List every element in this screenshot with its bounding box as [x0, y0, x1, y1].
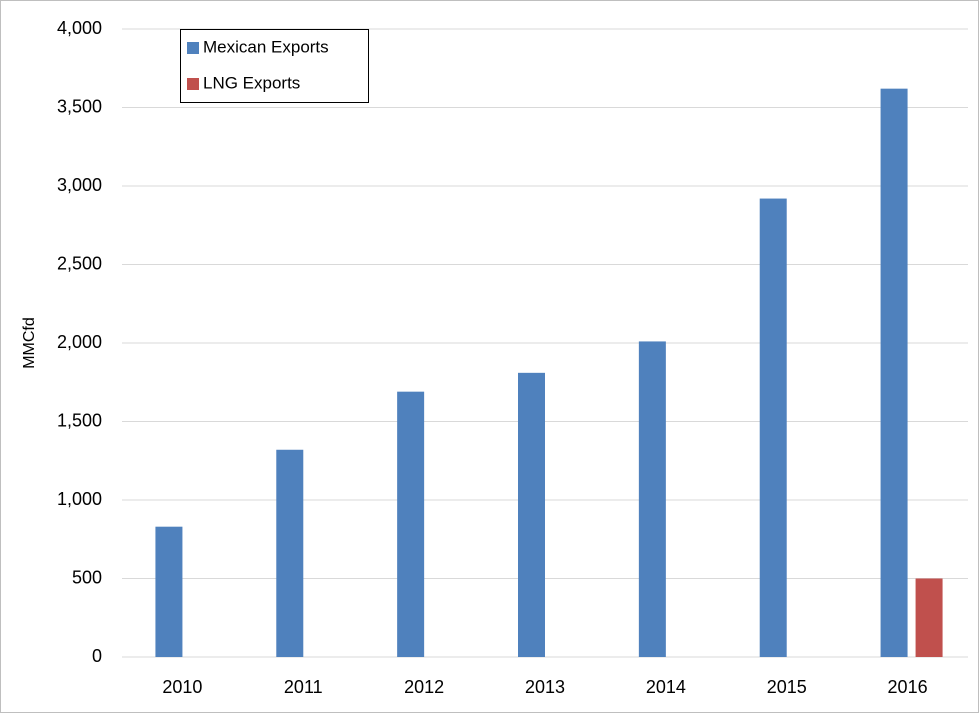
- x-tick-label: 2010: [162, 677, 202, 697]
- y-tick-label: 2,500: [57, 253, 102, 273]
- y-tick-label: 3,500: [57, 96, 102, 116]
- legend-swatch: [187, 42, 199, 54]
- y-tick-label: 3,000: [57, 175, 102, 195]
- legend-box: [180, 29, 369, 103]
- bar: [518, 372, 545, 657]
- y-tick-label: 1,500: [57, 410, 102, 430]
- x-tick-label: 2011: [284, 677, 323, 697]
- bar: [155, 526, 183, 657]
- bar: [276, 449, 304, 657]
- legend-label: Mexican Exports: [203, 37, 329, 56]
- bar: [397, 391, 425, 657]
- y-axis-label: MMCfd: [21, 317, 38, 369]
- y-tick-label: 2,000: [57, 332, 102, 352]
- y-tick-label: 500: [72, 567, 102, 587]
- x-tick-label: 2015: [767, 677, 807, 697]
- legend-label: LNG Exports: [203, 73, 300, 92]
- bar: [880, 88, 908, 657]
- y-tick-label: 4,000: [57, 18, 102, 38]
- x-tick-label: 2013: [525, 677, 565, 697]
- x-tick-label: 2016: [888, 677, 928, 697]
- x-tick-label: 2012: [404, 677, 444, 697]
- bar: [638, 341, 666, 657]
- y-tick-label: 1,000: [57, 489, 102, 509]
- bar: [915, 578, 943, 657]
- x-tick-label: 2014: [646, 677, 686, 697]
- bar: [759, 198, 787, 657]
- y-tick-label: 0: [92, 646, 102, 666]
- legend-swatch: [187, 78, 199, 90]
